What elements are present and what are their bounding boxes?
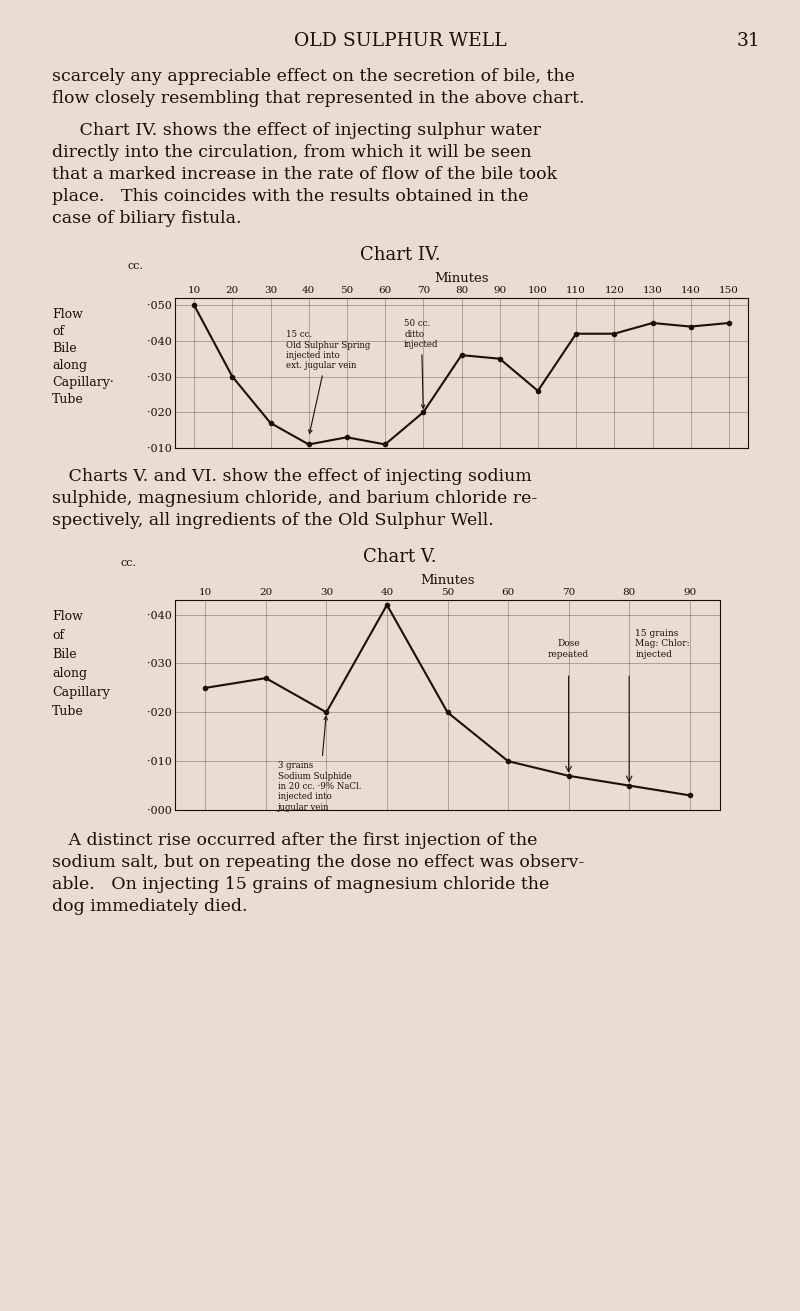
Text: Capillary·: Capillary· [52,376,114,389]
Text: along: along [52,667,87,680]
Text: along: along [52,359,87,372]
Text: Tube: Tube [52,393,84,406]
Text: dog immediately died.: dog immediately died. [52,898,247,915]
Text: that a marked increase in the rate of flow of the bile took: that a marked increase in the rate of fl… [52,166,557,184]
Text: cc.: cc. [127,261,143,270]
Text: Capillary: Capillary [52,686,110,699]
Text: flow closely resembling that represented in the above chart.: flow closely resembling that represented… [52,90,585,108]
Text: scarcely any appreciable effect on the secretion of bile, the: scarcely any appreciable effect on the s… [52,68,575,85]
Text: Chart V.: Chart V. [363,548,437,566]
Text: A distinct rise occurred after the first injection of the: A distinct rise occurred after the first… [52,832,538,850]
Text: Dose
repeated: Dose repeated [548,640,589,658]
Text: directly into the circulation, from which it will be seen: directly into the circulation, from whic… [52,144,532,161]
Text: able.   On injecting 15 grains of magnesium chloride the: able. On injecting 15 grains of magnesiu… [52,876,550,893]
Text: Charts V. and VI. show the effect of injecting sodium: Charts V. and VI. show the effect of inj… [52,468,532,485]
Text: Tube: Tube [52,705,84,718]
Text: Chart IV.: Chart IV. [360,246,440,264]
Text: cc.: cc. [121,558,137,568]
Text: sodium salt, but on repeating the dose no effect was observ-: sodium salt, but on repeating the dose n… [52,853,584,871]
Text: place.   This coincides with the results obtained in the: place. This coincides with the results o… [52,187,529,205]
Text: 15 grains
Mag: Chlor:
injected: 15 grains Mag: Chlor: injected [635,629,690,658]
Text: Flow: Flow [52,610,83,623]
Text: 3 grains
Sodium Sulphide
in 20 cc. ·9% NaCl.
injected into
jugular vein: 3 grains Sodium Sulphide in 20 cc. ·9% N… [278,716,362,812]
Text: case of biliary fistula.: case of biliary fistula. [52,210,242,227]
Text: Chart IV. shows the effect of injecting sulphur water: Chart IV. shows the effect of injecting … [52,122,541,139]
Text: Bile: Bile [52,648,77,661]
X-axis label: Minutes: Minutes [420,574,474,587]
Text: Flow: Flow [52,308,83,321]
Text: 15 cc.
Old Sulphur Spring
injected into
ext. jugular vein: 15 cc. Old Sulphur Spring injected into … [286,330,370,434]
Text: 31: 31 [736,31,760,50]
Text: sulphide, magnesium chloride, and barium chloride re-: sulphide, magnesium chloride, and barium… [52,490,538,507]
Text: of: of [52,325,64,338]
X-axis label: Minutes: Minutes [434,273,489,284]
Text: OLD SULPHUR WELL: OLD SULPHUR WELL [294,31,506,50]
Text: Bile: Bile [52,342,77,355]
Text: 50 cc.
ditto
injected: 50 cc. ditto injected [404,320,438,408]
Text: spectively, all ingredients of the Old Sulphur Well.: spectively, all ingredients of the Old S… [52,513,494,530]
Text: of: of [52,629,64,642]
